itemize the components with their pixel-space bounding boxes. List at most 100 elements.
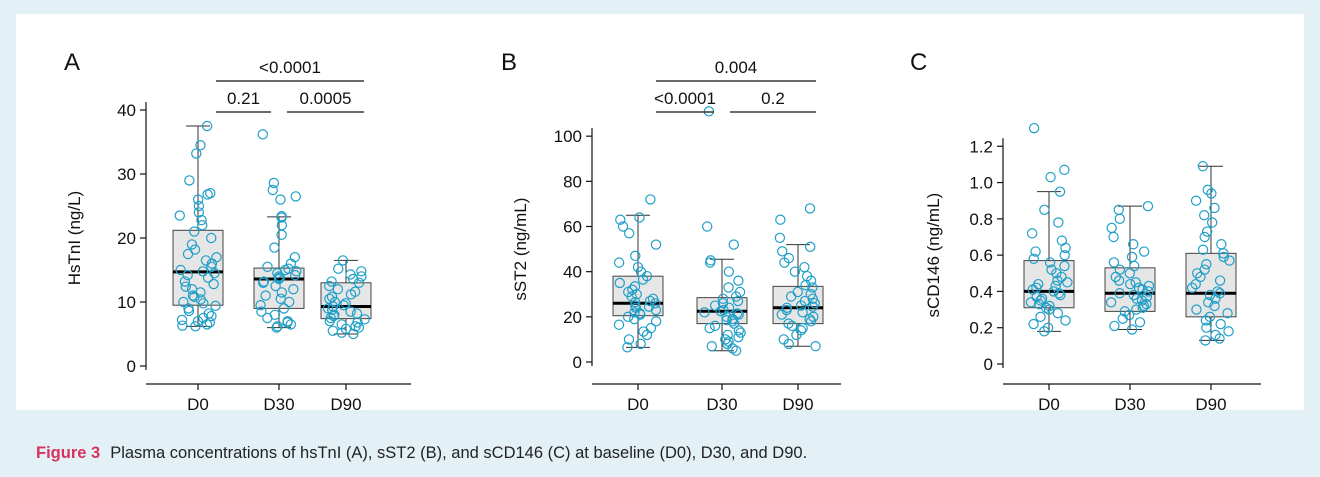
data-point [1114,288,1125,299]
data-point [260,290,271,301]
data-point [733,331,744,343]
data-point [629,313,640,325]
data-point [353,322,365,333]
data-point [1125,278,1136,290]
data-point [206,310,217,322]
x-tick-label: D0 [187,395,209,410]
data-point [1201,322,1212,333]
data-point [1117,313,1128,324]
data-point [257,129,269,140]
data-point [704,322,715,334]
data-point [174,210,185,221]
data-point [733,275,744,286]
box-plot-figure: A HsTnI (ng/L) 0 10 20 30 40 D0 D30 D90 0.21 0.0005… [64,49,1261,410]
x-tick-label: D90 [782,395,813,410]
data-point [255,300,266,311]
data-point [1142,200,1154,212]
data-point [191,148,202,159]
y-tick-label: 100 [554,127,582,146]
data-point [776,309,787,320]
data-point [1141,298,1152,310]
data-point [1106,222,1117,234]
data-point [703,106,715,117]
data-point [345,306,356,317]
data-point [1202,184,1213,196]
data-point [1218,248,1229,259]
data-point [1200,335,1211,346]
data-point [797,307,808,318]
data-point [206,232,217,244]
data-point [645,194,656,205]
data-point [353,277,365,288]
data-point [290,191,301,202]
data-point [1130,277,1141,288]
data-point [785,291,797,302]
data-point [1128,239,1139,250]
data-point [289,269,301,281]
data-point [356,266,367,277]
data-point [779,257,790,268]
y-tick-label: 0.4 [969,282,993,301]
data-point [1191,304,1202,315]
data-point [777,246,788,257]
data-point [1143,286,1154,297]
y-tick-label: 40 [563,263,582,282]
data-point [210,300,221,312]
data-point [1224,255,1235,266]
data-point [1050,280,1061,292]
data-point [273,273,285,285]
data-point [786,320,798,332]
data-point [774,232,786,243]
data-point [201,319,213,330]
y-tick-label: 1.0 [969,174,993,193]
data-point [347,273,359,285]
data-point [1126,251,1138,263]
data-point [1036,293,1048,304]
data-point [728,239,739,250]
figure-panel: A HsTnI (ng/L) 0 10 20 30 40 D0 D30 D90 0.21 0.0005… [16,14,1304,410]
data-point [1045,171,1056,183]
data-point [193,207,205,218]
y-axis-label: sCD146 (ng/mL) [924,193,943,318]
data-point [810,340,821,352]
data-point [262,261,273,272]
data-point [1048,286,1059,297]
data-point [1113,275,1125,286]
data-point [709,300,721,311]
panel-letter: C [910,49,927,76]
data-point [1209,300,1220,312]
data-point [182,248,194,260]
data-point [288,284,299,295]
data-point [269,242,280,253]
p-value-label: 0.21 [227,89,260,108]
y-tick-label: 80 [563,172,582,191]
data-point [799,261,810,273]
y-tick-label: 10 [117,293,136,312]
data-point [1138,246,1150,257]
data-point [208,278,219,290]
data-point [1025,297,1037,308]
y-tick-label: 0 [127,357,136,376]
x-tick-label: D30 [263,395,294,410]
data-point [615,214,626,225]
data-point [1060,315,1071,326]
data-point [324,316,335,327]
data-point [337,255,349,266]
data-point [1206,217,1218,228]
data-point [1053,217,1064,228]
data-point [1214,333,1225,344]
data-point [196,214,207,226]
data-point [617,221,629,232]
data-point [1053,288,1065,299]
data-point [1214,275,1226,286]
data-point [709,320,721,332]
data-point [623,334,635,345]
y-tick-label: 0.6 [969,246,993,265]
data-point [274,272,286,283]
data-point [202,272,214,283]
y-tick-label: 20 [117,229,136,248]
data-point [613,257,625,268]
data-point [327,325,339,336]
data-point [1110,271,1121,283]
